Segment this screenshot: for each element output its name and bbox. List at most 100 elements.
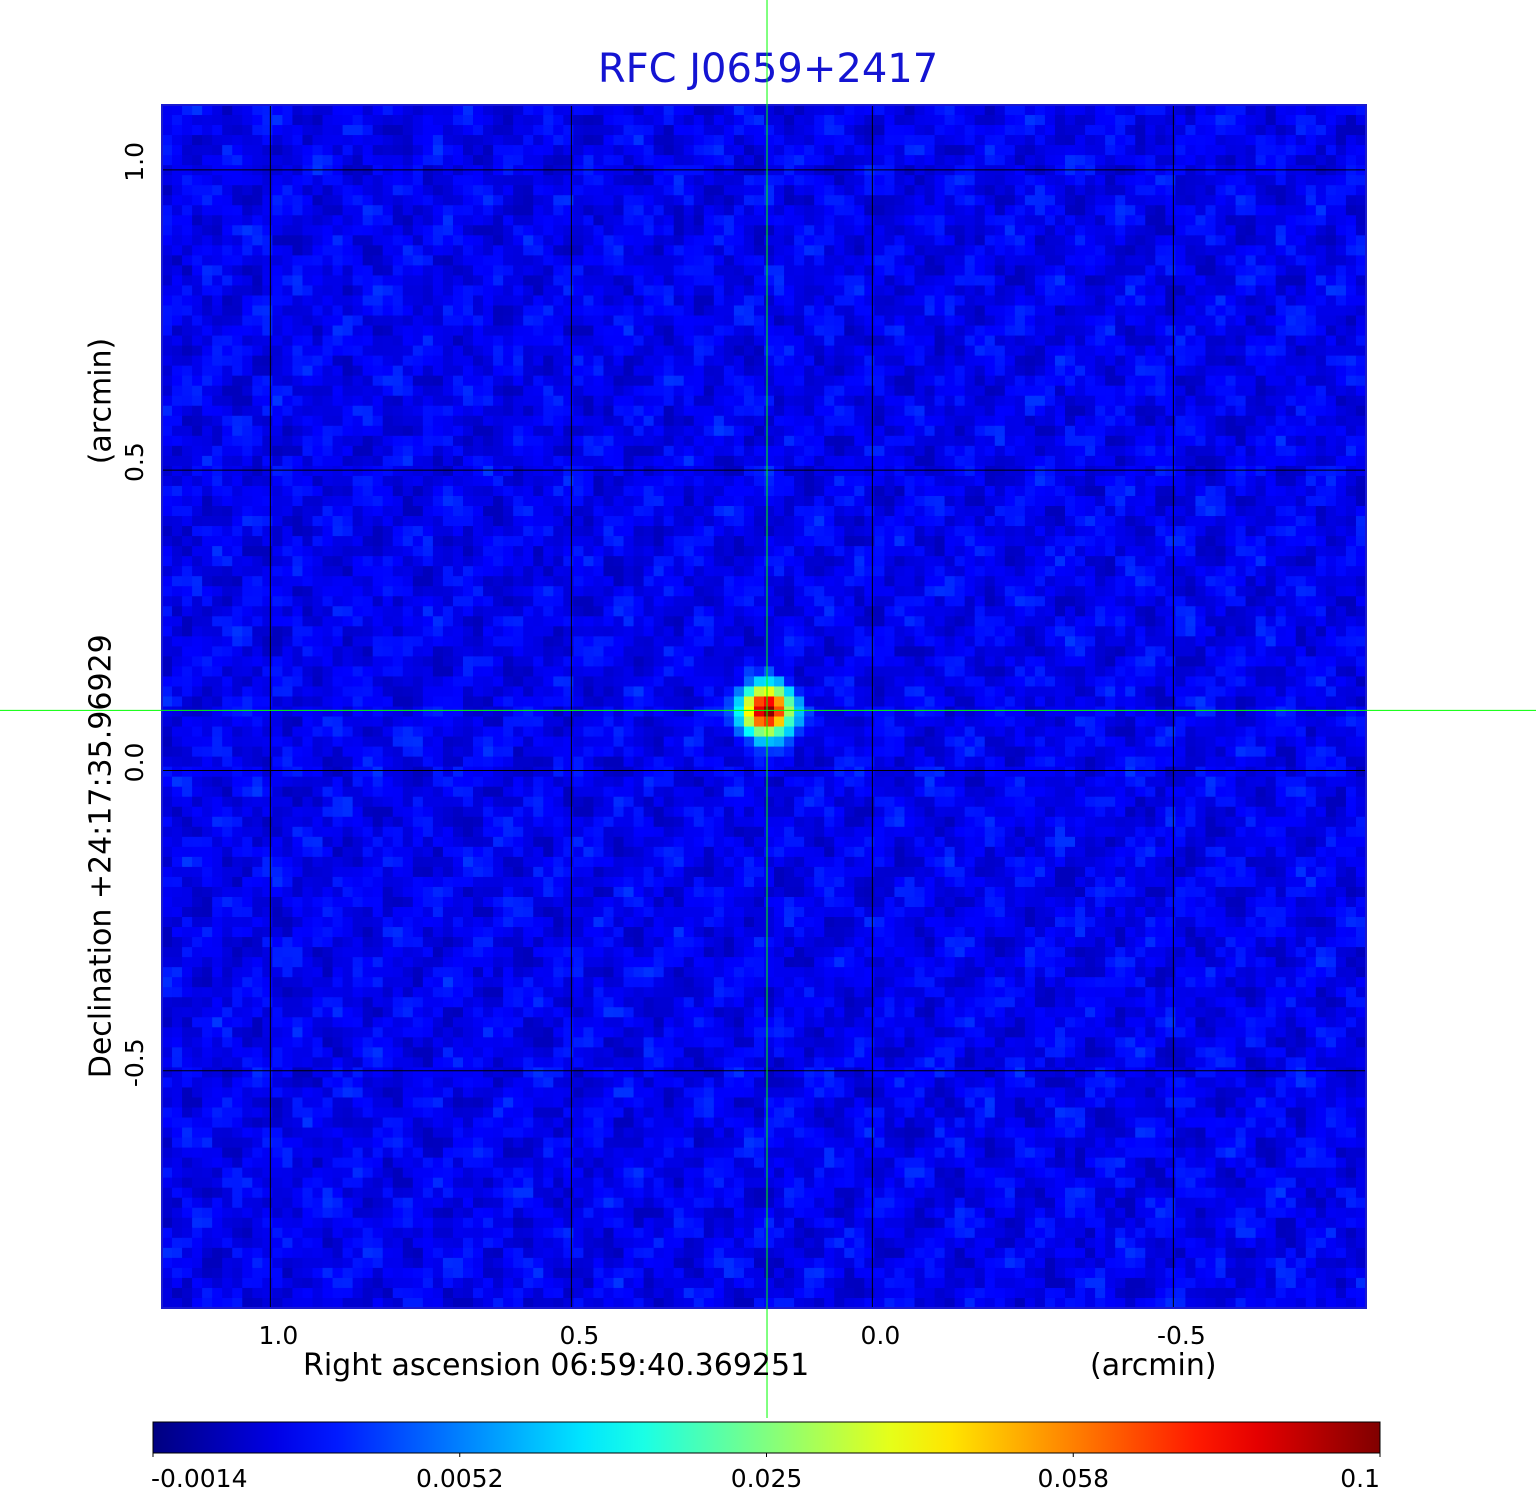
heatmap-cell [292,275,304,287]
heatmap-cell [804,245,815,256]
heatmap-cell [1004,225,1016,236]
heatmap-cell [1155,285,1166,297]
heatmap-cell [1024,275,1036,287]
heatmap-cell [924,325,936,337]
heatmap-cell [432,195,444,206]
heatmap-cell [784,506,795,517]
heatmap-cell [1285,155,1297,166]
heatmap-cell [192,105,203,116]
heatmap-cell [1265,395,1277,407]
heatmap-cell [212,415,223,427]
heatmap-cell [1315,395,1327,407]
heatmap-cell [1215,175,1227,186]
heatmap-cell [733,455,745,467]
heatmap-cell [994,185,1006,196]
heatmap-cell [192,235,203,246]
heatmap-cell [1075,295,1086,307]
heatmap-cell [844,335,855,347]
heatmap-cell [1215,225,1227,236]
heatmap-cell [824,195,835,206]
heatmap-cell [503,375,514,387]
heatmap-cell [1185,195,1197,206]
heatmap-cell [874,135,885,146]
heatmap-cell [322,295,334,307]
heatmap-cell [1315,455,1327,467]
heatmap-cell [1075,215,1086,226]
heatmap-cell [262,495,273,507]
heatmap-cell [1295,305,1307,317]
heatmap-cell [1095,365,1106,377]
heatmap-cell [573,516,584,527]
heatmap-cell [904,435,916,447]
heatmap-cell [432,485,444,497]
heatmap-cell [1024,115,1036,126]
heatmap-cell [302,225,314,236]
heatmap-cell [1034,195,1046,206]
heatmap-cell [974,235,986,246]
heatmap-cell [412,305,424,317]
heatmap-cell [934,205,946,216]
heatmap-cell [332,175,344,186]
heatmap-cell [713,455,725,467]
heatmap-cell [372,495,384,507]
heatmap-cell [904,255,916,267]
heatmap-cell [934,135,946,146]
heatmap-cell [743,175,755,186]
heatmap-cell [513,495,524,507]
heatmap-cell [1175,435,1186,447]
heatmap-cell [753,155,765,166]
heatmap-cell [613,335,625,347]
heatmap-cell [804,465,815,477]
heatmap-cell [1125,475,1136,487]
heatmap-cell [673,115,685,126]
heatmap-cell [372,385,384,397]
heatmap-cell [473,516,484,527]
heatmap-cell [242,265,253,277]
heatmap-cell [272,135,283,146]
heatmap-cell [874,205,885,216]
heatmap-cell [1305,445,1317,457]
heatmap-cell [553,255,564,267]
heatmap-cell [452,245,464,256]
heatmap-cell [362,335,374,347]
heatmap-cell [603,395,615,407]
heatmap-cell [703,125,715,136]
heatmap-cell [222,516,233,527]
heatmap-cell [192,335,203,347]
heatmap-cell [412,395,424,407]
heatmap-cell [814,125,825,136]
heatmap-cell [924,105,936,116]
heatmap-cell [1315,195,1327,206]
heatmap-cell [713,145,725,156]
heatmap-cell [342,375,354,387]
heatmap-cell [292,506,304,517]
heatmap-cell [362,355,374,367]
heatmap-cell [804,475,815,487]
heatmap-cell [924,365,936,377]
heatmap-cell [312,185,324,196]
heatmap-cell [212,195,223,206]
heatmap-cell [1285,295,1297,307]
heatmap-cell [944,345,956,357]
heatmap-cell [924,275,936,287]
heatmap-cell [533,405,544,417]
heatmap-cell [1255,355,1267,367]
heatmap-cell [814,115,825,126]
heatmap-cell [1225,435,1237,447]
heatmap-cell [673,305,685,317]
heatmap-cell [503,145,514,156]
heatmap-cell [212,305,223,317]
heatmap-cell [643,516,655,527]
heatmap-cell [1034,335,1046,347]
heatmap-cell [1065,375,1076,387]
heatmap-cell [1054,215,1066,226]
heatmap-cell [1065,355,1076,367]
heatmap-cell [784,225,795,236]
heatmap-cell [1165,395,1176,407]
heatmap-cell [422,215,434,226]
heatmap-cell [1355,115,1367,126]
heatmap-cell [864,385,875,397]
heatmap-cell [924,395,936,407]
heatmap-cell [623,265,635,277]
heatmap-cell [1044,455,1056,467]
